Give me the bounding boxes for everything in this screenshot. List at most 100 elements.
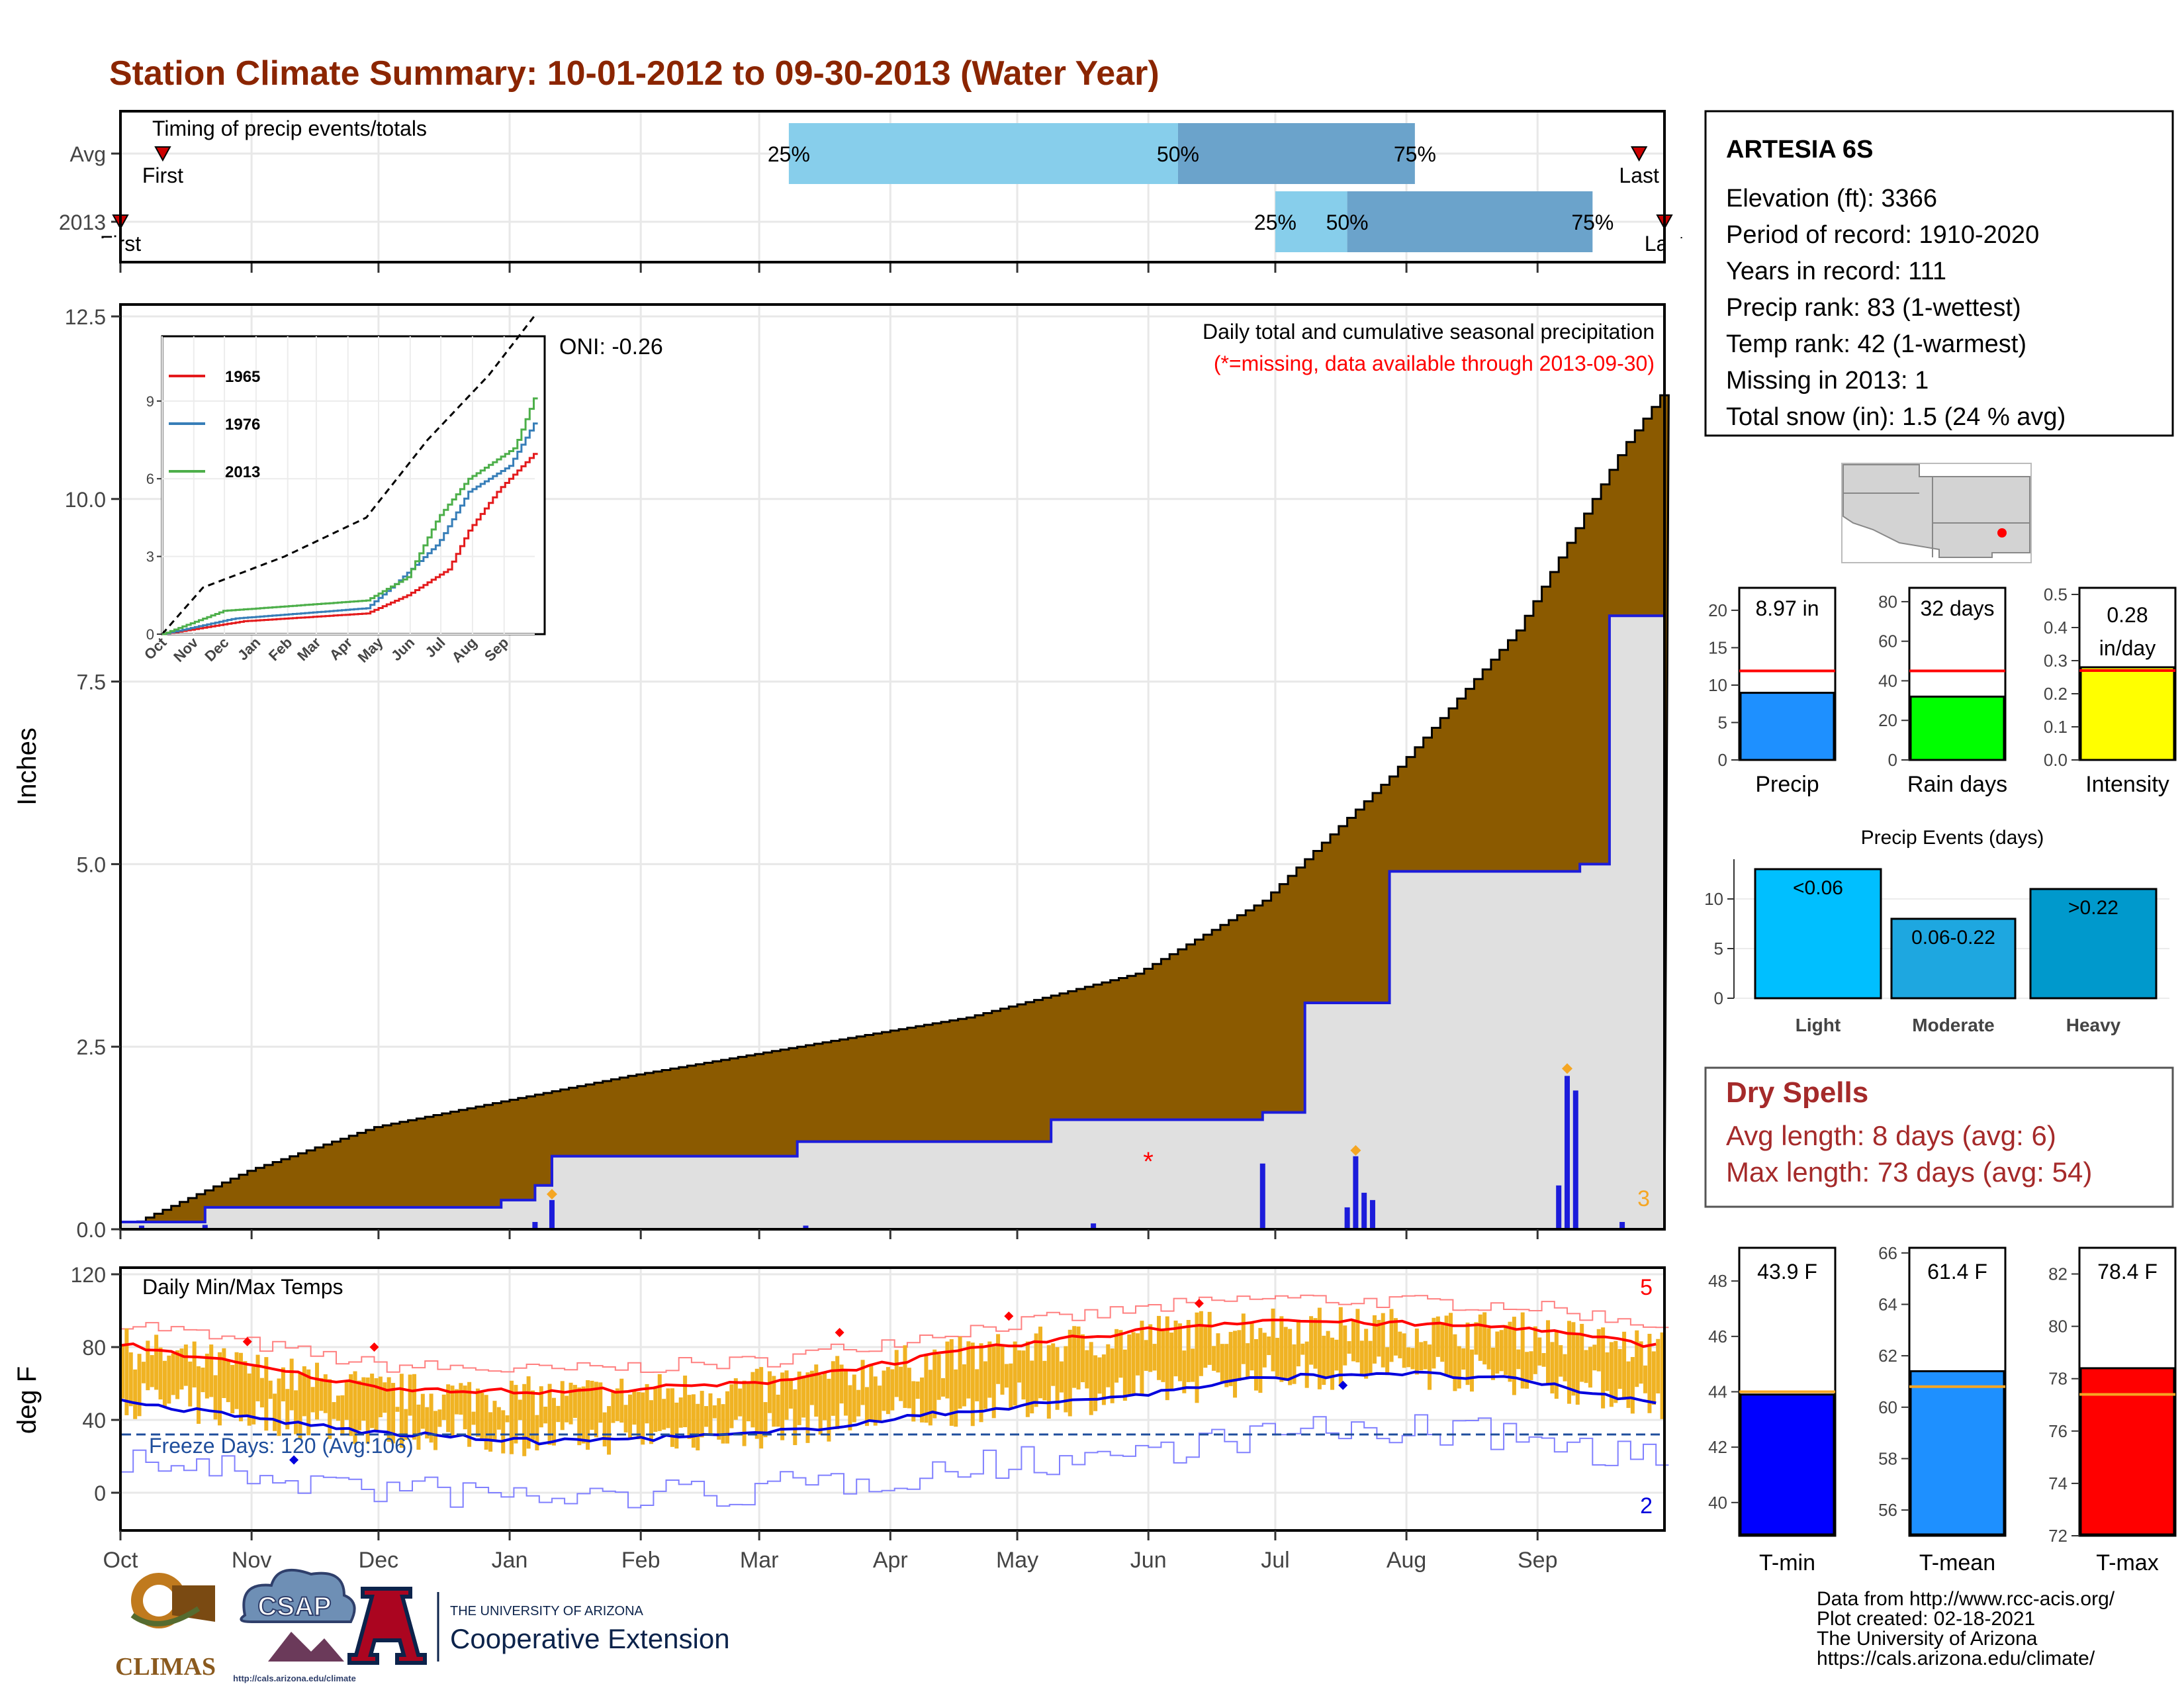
temp-daily-bar: [772, 1376, 776, 1427]
precip-event-diamond: [1561, 1063, 1572, 1074]
temp-summary-ytick-label: 66: [1878, 1243, 1897, 1263]
dry-spells-avg-length: Avg length: 8 days (avg: 6): [1726, 1120, 2056, 1151]
temp-daily-bar: [446, 1384, 451, 1432]
temp-daily-bar: [1605, 1352, 1610, 1391]
temp-daily-bar: [387, 1377, 391, 1442]
timing-pct-label: 25%: [1254, 211, 1297, 234]
precip-events-title: Precip Events (days): [1861, 827, 2044, 849]
temp-daily-bar: [522, 1383, 527, 1456]
temp-daily-bar: [1601, 1327, 1606, 1409]
temp-daily-bar: [467, 1382, 472, 1447]
temp-daily-bar: [1300, 1343, 1305, 1355]
temp-record-diamond: [369, 1342, 379, 1352]
temp-daily-bar: [294, 1390, 298, 1434]
temp-ytick-label: 120: [71, 1263, 106, 1287]
temp-daily-bar: [649, 1400, 653, 1444]
temp-daily-bar: [729, 1384, 734, 1429]
events-category-label: Moderate: [1912, 1015, 1994, 1035]
temp-daily-bar: [653, 1387, 658, 1432]
precip-corner-count: 3: [1637, 1186, 1650, 1211]
ua-logo: THE UNIVERSITY OF ARIZONA Cooperative Ex…: [347, 1587, 730, 1665]
summary-ytick-label: 20: [1708, 600, 1727, 620]
temp-daily-bar: [1051, 1343, 1056, 1386]
temp-daily-bar: [484, 1395, 488, 1450]
temp-record-min-line: [120, 1414, 1669, 1509]
temp-daily-bar: [551, 1397, 556, 1446]
events-bin-label: 0.06-0.22: [1911, 927, 1995, 949]
temp-daily-bar: [1567, 1321, 1571, 1404]
temp-summary-ytick-label: 74: [2048, 1474, 2068, 1493]
temp-daily-bar: [1630, 1356, 1635, 1414]
month-label: Dec: [359, 1548, 398, 1573]
temp-summary-bar-label: T-min: [1759, 1550, 1815, 1575]
temp-daily-bar: [1021, 1350, 1026, 1400]
temp-daily-bar: [1550, 1342, 1555, 1394]
temp-daily-bar: [1626, 1361, 1631, 1408]
temp-daily-bar: [1097, 1357, 1102, 1394]
temp-daily-bar: [1148, 1324, 1153, 1372]
temp-daily-bar: [535, 1415, 539, 1451]
temp-daily-bar: [565, 1395, 569, 1423]
temp-daily-bar: [1322, 1335, 1326, 1385]
temp-daily-bar: [492, 1401, 497, 1442]
dry-spells-box: Dry Spells Avg length: 8 days (avg: 6) M…: [1704, 1066, 2174, 1208]
temp-daily-bar: [1495, 1331, 1500, 1374]
temp-daily-bar: [1490, 1347, 1495, 1380]
temp-daily-bar: [167, 1355, 171, 1404]
temp-daily-bar: [602, 1412, 607, 1447]
temp-daily-bar: [1406, 1347, 1411, 1368]
temp-daily-bar: [344, 1381, 349, 1420]
temp-daily-bar: [1182, 1350, 1187, 1393]
temp-ytick-label: 0: [94, 1481, 106, 1505]
precip-daily-bar: [803, 1225, 809, 1229]
temp-daily-bar: [920, 1377, 925, 1423]
precip-ytick-label: 7.5: [77, 671, 106, 694]
events-ytick-label: 0: [1714, 988, 1723, 1008]
temp-daily-bar: [1216, 1333, 1220, 1373]
footer-line-univ: The University of Arizona: [1817, 1628, 2038, 1650]
events-ytick-label: 10: [1704, 889, 1723, 909]
temp-daily-bar: [1660, 1332, 1664, 1419]
temp-daily-bar: [531, 1390, 535, 1440]
temp-daily-bar: [759, 1367, 764, 1449]
temp-daily-bar: [928, 1370, 933, 1426]
temp-daily-bar: [670, 1388, 674, 1447]
temp-daily-bar: [543, 1406, 548, 1424]
precip-events-chart: Precip Events (days) 0 5 10 <0.06 Light 0.06-…: [1704, 827, 2169, 1035]
temp-daily-bar: [641, 1392, 645, 1445]
precip-avg-cumulative-area: [120, 394, 1670, 1231]
temp-daily-bar: [1351, 1319, 1356, 1362]
precip-daily-bar: [532, 1221, 538, 1229]
temp-daily-bar: [662, 1399, 666, 1430]
temp-daily-bar: [958, 1336, 962, 1409]
temp-daily-bar: [894, 1350, 899, 1397]
station-line-temp-rank: Temp rank: 42 (1-warmest): [1726, 330, 2026, 358]
temp-daily-bar: [1101, 1354, 1106, 1405]
temp-y-ticks: 0 40 80 120: [71, 1263, 120, 1505]
events-bin-label: <0.06: [1793, 877, 1843, 899]
temp-daily-bar: [264, 1357, 269, 1431]
timing-row-label-2013: 2013: [59, 211, 106, 234]
inset-series-1976: [162, 422, 538, 635]
temp-daily-bar: [547, 1383, 552, 1445]
inset-ytick-label: 3: [146, 549, 154, 565]
timing-pct-label: 50%: [1157, 142, 1199, 166]
temp-daily-bar: [657, 1374, 662, 1431]
temp-daily-bar: [556, 1405, 561, 1423]
temp-summary-ytick-label: 40: [1708, 1493, 1727, 1513]
temp-daily-bar: [1537, 1337, 1542, 1366]
temp-daily-bar: [179, 1348, 184, 1390]
temp-daily-bar: [1423, 1340, 1428, 1370]
temp-daily-bar: [162, 1360, 167, 1407]
temp-panel: 0 40 80 120 Oct Nov Dec Jan Feb Mar Apr May Jun Jul A…: [13, 1263, 1669, 1573]
temp-daily-bar: [1571, 1322, 1576, 1396]
temp-daily-bar: [1435, 1316, 1440, 1357]
csap-url: http://cals.arizona.edu/climate: [233, 1673, 356, 1683]
temp-daily-bar: [1283, 1327, 1288, 1381]
inset-legend-label: 1976: [225, 416, 260, 434]
temp-summary-bar-T-min: [1739, 1393, 1835, 1536]
temp-daily-bar: [226, 1360, 230, 1403]
temp-daily-bar: [1258, 1328, 1263, 1393]
temp-daily-bar: [577, 1387, 582, 1446]
temp-daily-bar: [505, 1415, 510, 1423]
